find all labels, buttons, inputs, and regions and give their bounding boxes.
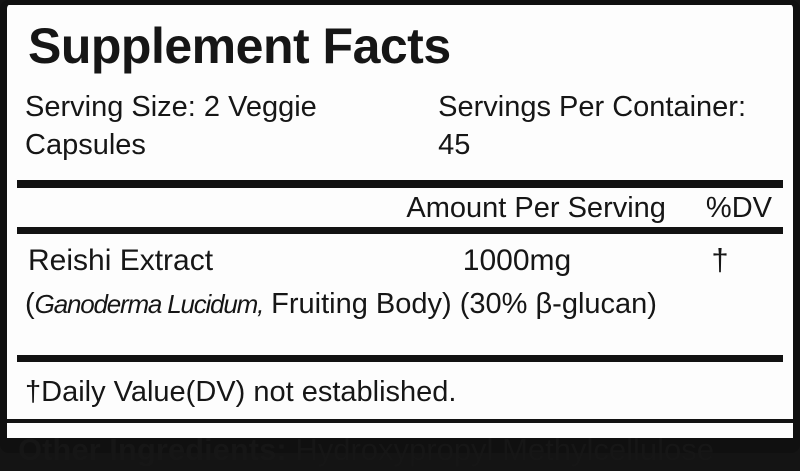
thick-rule-bottom <box>17 354 783 362</box>
daily-value-footnote: †Daily Value(DV) not established. <box>25 375 457 408</box>
thick-rule-top <box>17 180 783 189</box>
thick-rule-header <box>17 226 783 234</box>
other-ingredients-value: Hydroxypropyl Methylcellulose <box>286 432 714 468</box>
ingredient-amount: 1000mg <box>462 243 572 277</box>
detail-open-paren: ( <box>25 287 35 320</box>
serving-info-row: Serving Size: 2 Veggie Capsules Servings … <box>7 77 793 164</box>
other-ingredients-divider <box>7 419 793 424</box>
ingredient-name: Reishi Extract <box>28 243 214 277</box>
supplement-facts-panel: Supplement Facts Serving Size: 2 Veggie … <box>0 0 800 453</box>
serving-size: Serving Size: 2 Veggie Capsules <box>25 91 317 161</box>
botanical-name: Ganoderma Lucidum, <box>34 288 265 319</box>
percent-dv-header: %DV <box>705 192 772 225</box>
other-ingredients-label: Other Ingredients: <box>18 432 287 468</box>
detail-rest: Fruiting Body) (30% β-glucan) <box>263 287 657 320</box>
other-ingredients-row: Other Ingredients: Hydroxypropyl Methylc… <box>7 429 793 471</box>
ingredient-dv-dagger: † <box>711 241 729 277</box>
column-header-row: Amount Per Serving %DV <box>7 190 793 226</box>
servings-per-container: Servings Per Container: 45 <box>438 91 746 161</box>
ingredient-detail-line: (Ganoderma Lucidum, Fruiting Body) (30% … <box>7 284 793 325</box>
amount-per-serving-header: Amount Per Serving <box>406 192 666 225</box>
panel-title: Supplement Facts <box>28 18 451 74</box>
ingredient-row: Reishi Extract 1000mg † <box>7 240 793 280</box>
